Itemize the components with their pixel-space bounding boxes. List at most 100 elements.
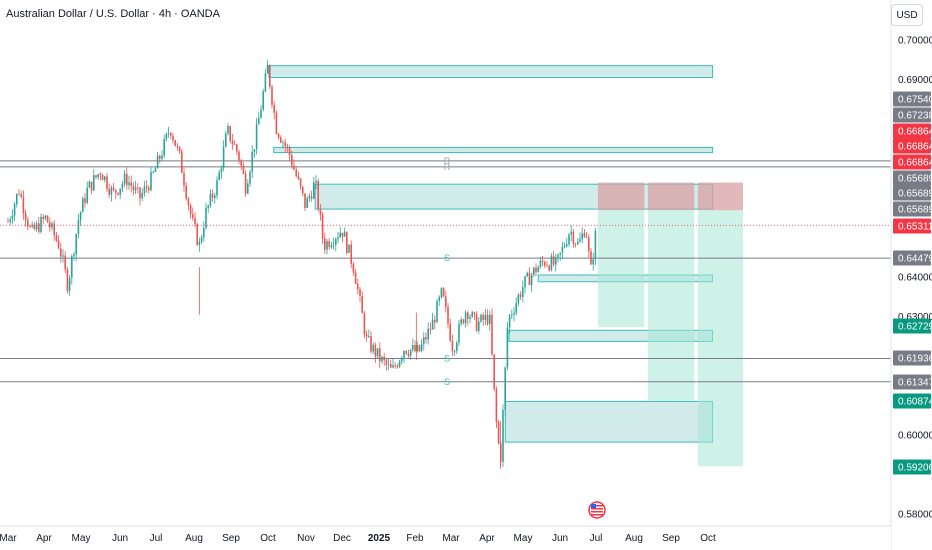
candle-body xyxy=(161,155,163,159)
price-badge-label: 0.60874 xyxy=(898,397,932,408)
price-badge-label: 0.64479 xyxy=(898,254,932,265)
currency-button[interactable]: USD xyxy=(891,4,923,26)
price-badge xyxy=(893,185,931,201)
candle-body xyxy=(299,178,302,187)
candle-body xyxy=(225,133,227,147)
level-label: S xyxy=(444,253,450,263)
candle-body xyxy=(535,267,537,273)
candle-body xyxy=(77,220,80,234)
candle-body xyxy=(458,323,460,343)
candle-body xyxy=(165,133,168,140)
price-badge-label: 0.62729 xyxy=(898,322,932,333)
candle-body xyxy=(412,345,414,350)
candle-body xyxy=(539,260,542,268)
candle-body xyxy=(467,312,469,319)
time-axis[interactable]: Mar Apr May Jun Jul Aug Sep Oct Nov Dec 2025 Feb Mar… xyxy=(0,525,891,550)
candle-body xyxy=(431,319,434,330)
candle-body xyxy=(207,205,209,208)
candle-body xyxy=(383,356,385,361)
price-badge xyxy=(893,170,931,186)
candle-body xyxy=(277,133,280,138)
candle-body xyxy=(229,125,231,141)
level-label: R xyxy=(444,162,451,172)
zone-rect xyxy=(273,146,714,154)
candle-body xyxy=(84,198,86,203)
candle-body xyxy=(68,277,71,291)
price-badge xyxy=(893,250,931,266)
price-badge xyxy=(893,374,931,390)
candle-body xyxy=(297,176,300,179)
candle-body xyxy=(379,348,381,362)
time-tick: Aug xyxy=(625,533,643,544)
candle-body xyxy=(194,217,196,225)
price-badge-label: 0.67238 xyxy=(898,111,932,122)
candle-body xyxy=(62,255,64,257)
candle-body xyxy=(471,312,473,317)
us-flag-icon-canton xyxy=(591,504,596,508)
candle-body xyxy=(220,168,223,173)
candle-body xyxy=(407,353,410,356)
candle-body xyxy=(541,260,544,263)
candle-body xyxy=(64,255,66,270)
candle-body xyxy=(326,241,328,250)
candle-body xyxy=(440,287,443,298)
candle-body xyxy=(346,232,348,253)
candle-body xyxy=(357,283,359,290)
candle-body xyxy=(513,312,515,315)
candle-body xyxy=(304,193,306,208)
candle-body xyxy=(163,139,165,156)
candle-body xyxy=(119,188,121,195)
time-tick: Aug xyxy=(185,533,203,544)
candle-body xyxy=(247,183,249,194)
candle-body xyxy=(209,193,212,206)
price-badge xyxy=(893,107,931,123)
candle-body xyxy=(150,171,152,191)
candle-body xyxy=(372,344,374,352)
candle-body xyxy=(40,216,42,232)
candle-body xyxy=(110,187,113,195)
price-badge xyxy=(893,154,931,170)
us-flag-icon[interactable] xyxy=(588,501,606,519)
candle-body xyxy=(469,316,471,319)
candle-body xyxy=(310,196,313,199)
candle-body xyxy=(324,238,326,250)
candle-body xyxy=(7,221,9,223)
candle-body xyxy=(79,212,82,221)
candle-body xyxy=(528,272,531,286)
candle-body xyxy=(262,91,264,110)
price-badge-label: 0.65689 xyxy=(898,205,932,216)
candle-body xyxy=(438,297,440,302)
time-tick: May xyxy=(514,533,533,544)
candle-body xyxy=(533,267,535,276)
target-area xyxy=(647,210,695,401)
candle-body xyxy=(330,245,333,248)
candle-body xyxy=(181,151,183,173)
candle-body xyxy=(350,244,352,264)
candle-body xyxy=(18,193,20,195)
candle-body xyxy=(156,155,159,169)
candle-body xyxy=(478,321,480,331)
candle-body xyxy=(35,223,38,230)
candle-body xyxy=(390,364,392,368)
candle-body xyxy=(187,198,190,206)
candle-body xyxy=(453,351,456,352)
candle-body xyxy=(420,344,423,352)
candle-body xyxy=(563,246,566,247)
candle-body xyxy=(38,223,40,232)
candle-body xyxy=(530,275,533,286)
candle-body xyxy=(11,215,14,220)
candle-body xyxy=(555,257,557,265)
candle-body xyxy=(231,140,234,145)
candle-body xyxy=(442,287,445,297)
candle-body xyxy=(515,303,517,313)
candle-body xyxy=(128,182,130,186)
candle-body xyxy=(218,172,220,181)
candle-body xyxy=(53,223,55,236)
candle-body xyxy=(394,365,396,367)
price-badge xyxy=(893,91,931,107)
candle-body xyxy=(579,239,581,242)
time-tick: Mar xyxy=(0,533,17,544)
positions-layer xyxy=(597,182,744,467)
candle-body xyxy=(495,388,498,422)
